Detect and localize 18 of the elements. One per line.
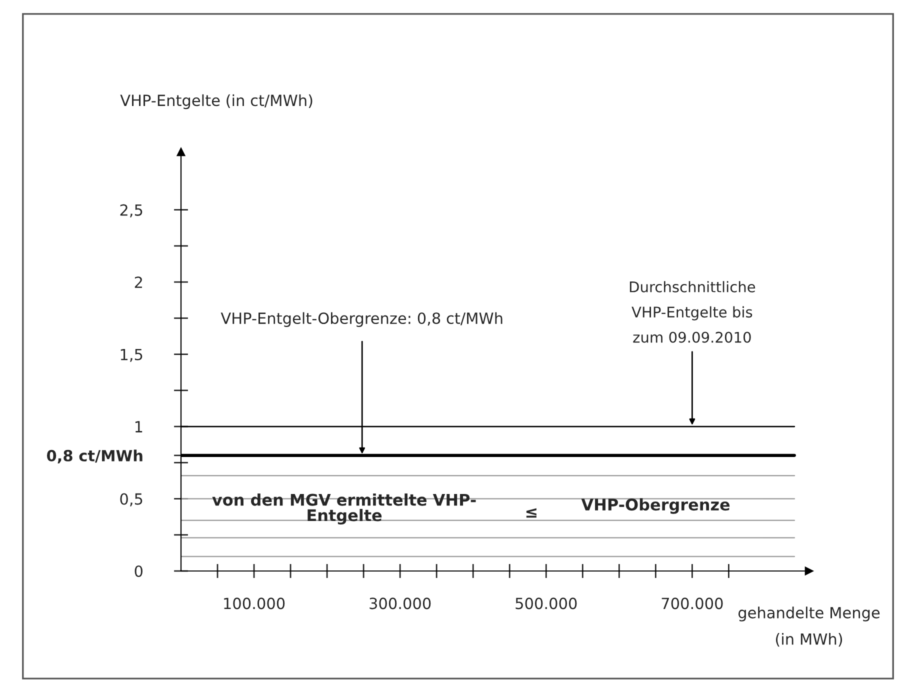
x-axis-title: gehandelte Menge (in MWh) bbox=[738, 606, 880, 647]
y-tick-label: 1 bbox=[135, 421, 142, 432]
x-tick-label: 100.000 bbox=[224, 598, 285, 610]
annotation: VHP-Entgelt-Obergrenze: 0,8 ct/MWh bbox=[220, 312, 502, 327]
y-tick-label: 1,5 bbox=[120, 348, 142, 362]
annotation: Durchschnittliche VHP-Entgelte bis zum 09.09.2010 bbox=[630, 281, 756, 343]
y-tick-label: 2,5 bbox=[120, 204, 142, 218]
y-axis-title: VHP-Entgelte (in ct/MWh) bbox=[120, 94, 312, 110]
annotation: von den MGV ermittelte VHP- Entgelte bbox=[212, 493, 476, 525]
x-tick-label: 300.000 bbox=[370, 598, 431, 610]
y-tick-label: 2 bbox=[134, 276, 142, 288]
annotation: ≤ bbox=[526, 508, 536, 518]
x-tick-label: 700.000 bbox=[662, 598, 723, 610]
y-tick-label: 0 bbox=[134, 565, 142, 578]
y-tick-label: 0,5 bbox=[120, 493, 142, 506]
y-tick-label: 0,8 ct/MWh bbox=[46, 450, 142, 464]
x-tick-label: 500.000 bbox=[516, 598, 577, 610]
annotation: VHP-Obergrenze bbox=[581, 498, 730, 514]
